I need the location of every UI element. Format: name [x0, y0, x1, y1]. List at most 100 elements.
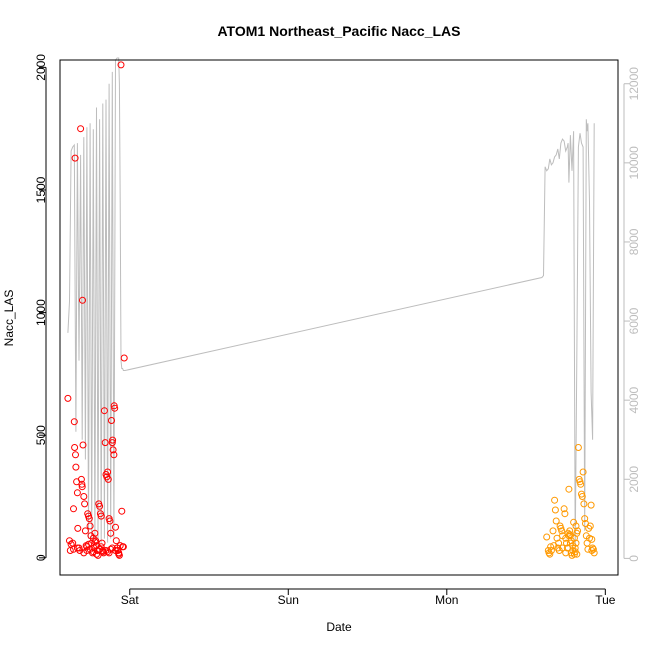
- series-2-point: [587, 501, 595, 509]
- series-2-point: [577, 480, 585, 488]
- series-2-point: [559, 544, 566, 552]
- series-1-point: [71, 444, 79, 451]
- y-tick-label: 1500: [34, 176, 48, 203]
- series-2-point: [588, 547, 596, 554]
- series-1-point: [98, 539, 106, 547]
- series-1-point: [104, 475, 112, 483]
- right-y-tick-label: 6000: [627, 307, 641, 334]
- series-1-point: [111, 404, 119, 412]
- series-2-point: [588, 535, 596, 543]
- plot-frame: [59, 59, 619, 576]
- series-1-point: [112, 537, 120, 545]
- series-1-point: [97, 512, 105, 520]
- series-1-point: [72, 451, 79, 459]
- series-1-point: [91, 529, 99, 537]
- series-1-point: [77, 475, 85, 483]
- series-1-point: [92, 537, 100, 545]
- series-1-point: [106, 517, 114, 525]
- series-2-point: [549, 527, 557, 535]
- series-2-point: [580, 500, 588, 508]
- series-1-point: [85, 515, 93, 523]
- series-1-point: [79, 296, 86, 304]
- plot-area: 0 500 1000 1500 2000 0 2000 4000 6000 8000 10000 12…: [34, 54, 641, 607]
- series-1-point: [108, 439, 116, 447]
- series-1-point: [115, 551, 123, 559]
- series-1-point: [91, 538, 99, 546]
- series-2-point: [551, 506, 559, 514]
- series-1-point: [110, 451, 118, 459]
- y-tick-label: 1000: [34, 299, 48, 326]
- series-2-point: [558, 527, 566, 535]
- series-2-point: [579, 468, 587, 476]
- series-1-point: [85, 540, 92, 548]
- series-2-point: [555, 539, 563, 547]
- series-1-point: [115, 550, 123, 558]
- series-1-point: [109, 436, 117, 444]
- series-1-point: [104, 468, 112, 476]
- series-1-point: [119, 543, 127, 551]
- series-2-point: [574, 527, 582, 535]
- series-1-point: [96, 502, 104, 510]
- series-1-point: [120, 354, 128, 362]
- series-2-point: [566, 532, 574, 540]
- series-1-point: [64, 394, 72, 402]
- series-2-point: [552, 517, 560, 525]
- series-2-point: [589, 545, 597, 553]
- right-y-tick-label: 4000: [627, 386, 641, 413]
- series-1-point: [117, 61, 125, 69]
- series-2-point: [586, 522, 594, 530]
- series-2-point: [567, 537, 575, 545]
- series-1-point: [73, 489, 81, 497]
- series-1-point: [108, 417, 115, 424]
- series-1-point: [99, 548, 107, 556]
- y-tick-label: 2000: [34, 54, 48, 81]
- series-1-point: [105, 549, 113, 557]
- series-2-point: [570, 518, 578, 526]
- series-2-point: [565, 485, 573, 493]
- series-1-point: [107, 529, 115, 537]
- secondary-series-line: [67, 57, 595, 551]
- series-1-point: [101, 439, 109, 447]
- series-1-point: [93, 550, 100, 558]
- right-y-tick-label: 0: [627, 555, 641, 562]
- series-1-point: [74, 524, 82, 532]
- series-1-point: [100, 407, 108, 415]
- series-1-point: [70, 505, 77, 513]
- series-2-point: [578, 493, 586, 500]
- y-tick-label: 0: [34, 554, 48, 561]
- series-2-point: [573, 550, 581, 558]
- y-axis-label: Nacc_LAS: [2, 290, 16, 347]
- series-2-point: [572, 522, 580, 530]
- series-1-point: [107, 545, 115, 553]
- right-y-tick-label: 10000: [627, 146, 641, 180]
- series-1-point: [70, 545, 77, 553]
- series-2-point: [543, 533, 551, 541]
- series-1-point: [79, 441, 87, 449]
- x-tick-label: Tue: [595, 593, 616, 607]
- series-2-point: [562, 549, 570, 557]
- series-1-point: [81, 500, 89, 508]
- right-y-tick-label: 12000: [627, 67, 641, 101]
- series-2-point: [551, 496, 559, 504]
- series-2-point: [546, 550, 554, 558]
- series-2-point: [574, 444, 582, 451]
- series-1-point: [80, 493, 88, 500]
- series-1-point: [71, 154, 79, 162]
- x-tick-label: Sat: [121, 593, 140, 607]
- series-1-point: [109, 446, 117, 454]
- chart-title: ATOM1 Northeast_Pacific Nacc_LAS: [217, 23, 460, 39]
- series-2-point: [590, 549, 598, 557]
- x-tick-label: Sun: [278, 593, 299, 607]
- series-2-point: [560, 505, 568, 513]
- series-1-point: [72, 463, 80, 471]
- series-1-point: [80, 549, 88, 557]
- y-tick-label: 500: [34, 425, 48, 445]
- series-2-point: [566, 527, 574, 535]
- series-1-point: [97, 543, 105, 551]
- series-1-point: [77, 125, 85, 133]
- series-1-point: [86, 522, 94, 530]
- series-1-point: [78, 480, 86, 488]
- x-axis-label: Date: [326, 620, 352, 634]
- series-1-point: [118, 507, 126, 515]
